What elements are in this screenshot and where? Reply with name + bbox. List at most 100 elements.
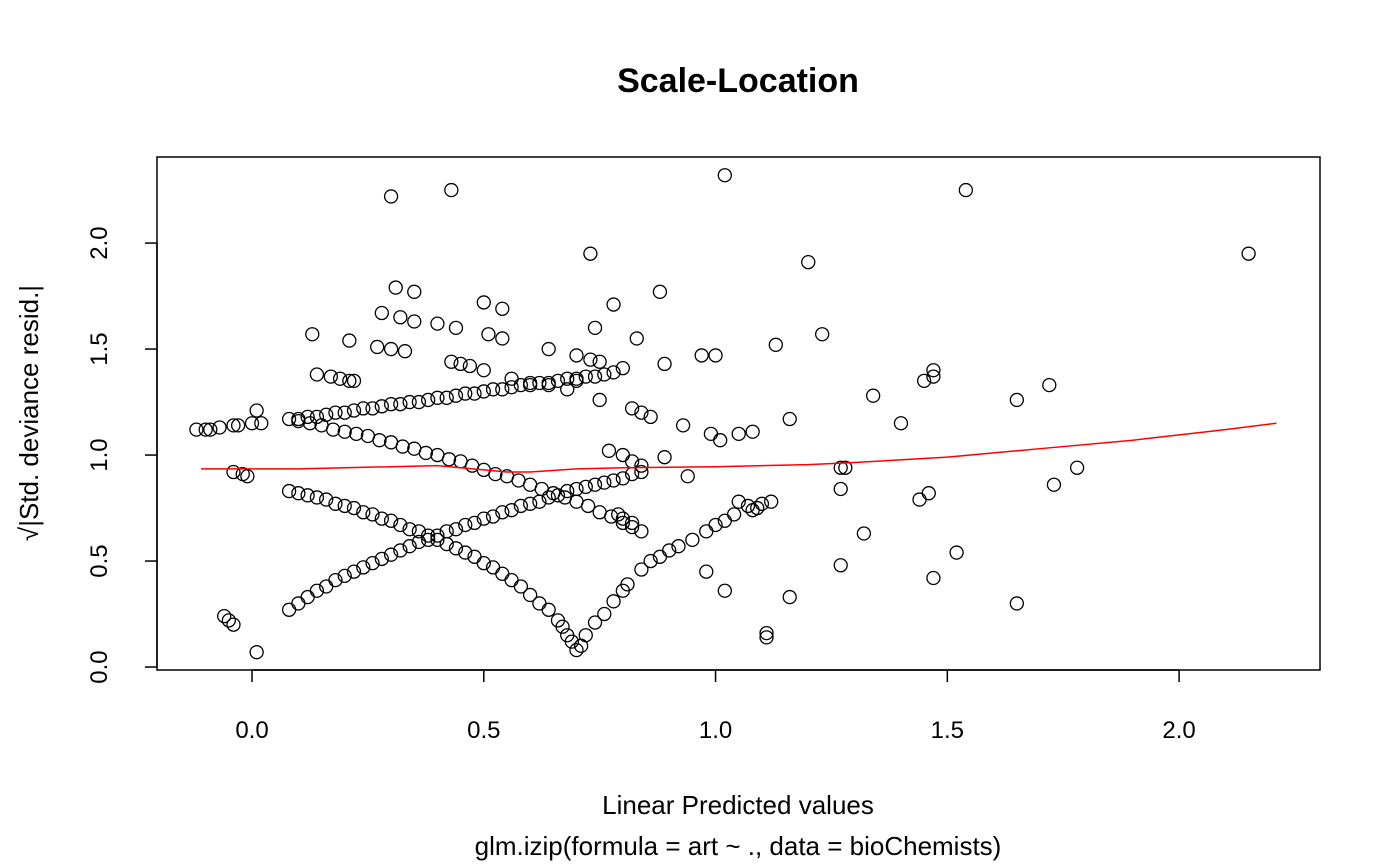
data-point bbox=[926, 363, 941, 378]
data-point bbox=[203, 422, 218, 437]
data-point bbox=[495, 505, 510, 520]
data-point bbox=[893, 416, 909, 431]
data-point bbox=[597, 475, 612, 490]
data-point bbox=[244, 416, 260, 431]
data-point bbox=[555, 619, 570, 634]
data-point bbox=[587, 369, 603, 384]
data-point bbox=[921, 486, 936, 501]
data-point bbox=[476, 363, 491, 378]
data-point bbox=[226, 464, 241, 480]
data-point bbox=[476, 384, 491, 399]
data-point bbox=[458, 386, 473, 401]
data-point bbox=[564, 634, 580, 649]
data-point bbox=[662, 543, 677, 558]
data-point bbox=[643, 409, 658, 425]
data-point bbox=[624, 519, 640, 535]
data-point bbox=[485, 509, 501, 524]
data-point bbox=[838, 460, 853, 475]
data-point bbox=[365, 507, 380, 522]
data-point bbox=[580, 498, 596, 514]
x-axis-label: Linear Predicted values bbox=[602, 790, 874, 820]
data-point bbox=[768, 337, 783, 352]
data-point bbox=[453, 356, 468, 372]
data-point bbox=[541, 341, 556, 357]
data-point bbox=[522, 496, 538, 511]
y-tick-label: 2.0 bbox=[86, 226, 113, 259]
data-point bbox=[615, 447, 630, 463]
data-point bbox=[476, 295, 491, 310]
smooth-line bbox=[201, 422, 1277, 473]
data-point bbox=[604, 509, 619, 524]
points-layer bbox=[189, 168, 1256, 660]
data-point bbox=[421, 392, 436, 408]
data-point bbox=[703, 426, 719, 442]
data-point bbox=[495, 331, 510, 346]
data-point bbox=[337, 405, 352, 420]
data-point bbox=[560, 371, 575, 386]
data-point bbox=[583, 246, 598, 261]
data-point bbox=[189, 422, 204, 437]
data-point bbox=[388, 280, 403, 295]
data-point bbox=[309, 367, 325, 382]
data-point bbox=[495, 566, 510, 581]
data-point bbox=[578, 628, 593, 643]
data-point bbox=[249, 645, 264, 660]
data-point bbox=[458, 517, 473, 533]
data-point bbox=[374, 305, 389, 321]
data-point bbox=[418, 445, 433, 461]
data-point bbox=[634, 562, 649, 577]
data-point bbox=[801, 254, 816, 270]
data-point bbox=[1009, 596, 1025, 611]
data-point bbox=[281, 602, 297, 617]
data-point bbox=[439, 524, 454, 539]
data-point bbox=[513, 498, 529, 514]
data-point bbox=[217, 609, 232, 624]
data-point bbox=[342, 373, 357, 389]
data-point bbox=[462, 358, 478, 374]
data-point bbox=[407, 314, 422, 329]
data-point bbox=[611, 507, 626, 522]
data-point bbox=[815, 327, 830, 342]
data-point bbox=[430, 316, 445, 331]
data-point bbox=[592, 354, 607, 369]
data-point bbox=[395, 439, 410, 454]
data-point bbox=[430, 390, 445, 405]
data-point bbox=[328, 405, 343, 420]
data-point bbox=[560, 382, 575, 397]
data-point bbox=[332, 371, 348, 386]
data-point bbox=[740, 498, 756, 514]
data-point bbox=[504, 503, 519, 518]
data-point bbox=[541, 602, 556, 617]
data-point bbox=[958, 182, 974, 198]
data-point bbox=[430, 528, 445, 543]
x-tick-label: 0.0 bbox=[235, 717, 268, 744]
data-point bbox=[356, 560, 371, 575]
data-point bbox=[448, 522, 464, 537]
data-point bbox=[708, 517, 723, 533]
data-point bbox=[393, 310, 408, 325]
data-point bbox=[634, 464, 649, 480]
data-point bbox=[488, 466, 503, 482]
chart-subtitle: glm.izip(formula = art ~ ., data = bioCh… bbox=[475, 831, 1002, 861]
data-point bbox=[606, 473, 621, 488]
data-point bbox=[356, 505, 371, 520]
data-point bbox=[374, 551, 389, 567]
data-point bbox=[717, 583, 732, 598]
data-point bbox=[254, 416, 269, 431]
data-point bbox=[393, 517, 408, 533]
data-point bbox=[305, 327, 320, 342]
chart-title: Scale-Location bbox=[617, 62, 859, 100]
data-point bbox=[346, 373, 362, 389]
data-point bbox=[597, 367, 612, 382]
data-point bbox=[291, 413, 306, 429]
data-point bbox=[726, 507, 742, 522]
data-point bbox=[541, 377, 556, 393]
data-point bbox=[407, 284, 422, 299]
data-point bbox=[949, 545, 964, 560]
data-point bbox=[615, 515, 630, 531]
data-point bbox=[541, 490, 556, 505]
x-tick-label: 1.5 bbox=[931, 717, 964, 744]
data-point bbox=[325, 422, 341, 437]
data-point bbox=[383, 513, 399, 528]
